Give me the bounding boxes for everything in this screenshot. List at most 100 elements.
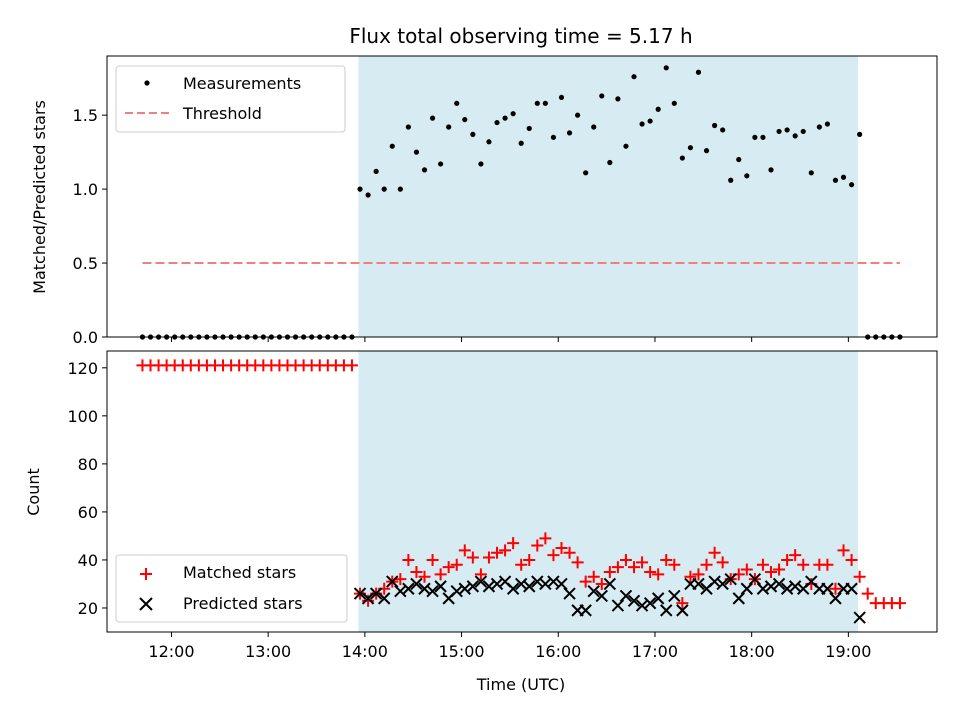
predicted-star-point (450, 584, 463, 598)
bottom-x-tick-label: 13:00 (245, 642, 291, 661)
predicted-star-point (772, 577, 786, 591)
measurement-point (518, 140, 524, 146)
measurement-point (792, 133, 798, 139)
predicted-star-point (466, 580, 480, 593)
top-legend-box (115, 65, 346, 133)
measurement-point (534, 100, 540, 106)
predicted-star-point (361, 592, 375, 605)
top-y-tick-label: 1.5 (73, 106, 98, 125)
predicted-star-point (676, 604, 689, 617)
measurement-point (857, 131, 863, 137)
matched-star-point (821, 558, 834, 571)
matched-star-point (442, 561, 455, 574)
measurement-point (583, 170, 589, 176)
measurement-point (848, 182, 855, 188)
measurement-point (663, 65, 669, 71)
measurement-point (607, 159, 613, 166)
matched-star-point (539, 532, 552, 545)
top-panel: 0.0 0.5 1.0 1.5 Matched/Predicted stars Mea… (30, 55, 938, 347)
measurement-point (784, 127, 790, 133)
predicted-star-point (724, 572, 737, 586)
bottom-y-tick-label: 80 (78, 455, 98, 474)
matched-star-point (773, 563, 786, 576)
top-x-ticks (170, 337, 849, 342)
predicted-star-point (434, 580, 447, 593)
predicted-star-point (829, 592, 842, 605)
predicted-star-point (853, 611, 866, 624)
matched-star-point (636, 556, 649, 569)
predicted-star-point (377, 592, 391, 605)
measurement-point (542, 100, 548, 106)
matched-star-point (708, 546, 721, 559)
bottom-x-tick-label: 12:00 (148, 642, 194, 661)
matched-star-point (563, 546, 576, 559)
top-y-tick-label: 1.0 (73, 180, 98, 199)
predicted-star-point (458, 582, 471, 595)
predicted-star-point (386, 575, 399, 588)
matched-star-point (603, 565, 616, 578)
predicted-star-point (547, 575, 560, 588)
measurement-point (494, 119, 500, 126)
measurement-point (744, 173, 750, 179)
measurement-point (446, 124, 452, 130)
predicted-star-point (353, 587, 367, 600)
measurement-point (824, 121, 831, 127)
predicted-star-point (619, 589, 633, 603)
measurement-point (752, 134, 758, 140)
matched-star-point (555, 541, 568, 554)
measurement-point (599, 93, 605, 99)
matched-star-point (402, 553, 415, 566)
predicted-star-point (788, 580, 802, 593)
measurement-point (703, 148, 710, 154)
matched-star-point (789, 549, 802, 562)
measurement-point (470, 131, 476, 137)
matched-star-point (523, 553, 536, 566)
top-legend: Measurements Threshold (115, 65, 346, 133)
predicted-star-point (668, 589, 681, 603)
measurement-point (575, 112, 581, 118)
measurement-point (728, 177, 734, 183)
measurement-point (421, 167, 428, 173)
top-y-axis: 0.0 0.5 1.0 1.5 (73, 106, 107, 347)
measurement-point (647, 118, 653, 124)
matched-star-point (474, 568, 487, 581)
bottom-x-tick-label: 14:00 (342, 642, 388, 661)
matched-star-point (571, 556, 584, 569)
bottom-x-tick-label: 16:00 (535, 642, 581, 661)
matched-star-point (644, 565, 657, 578)
bottom-x-tick-label: 17:00 (632, 642, 678, 661)
measurement-point (687, 145, 694, 151)
predicted-legend-marker (139, 597, 153, 611)
matched-star-point (660, 553, 673, 566)
top-y-label: Matched/Predicted stars (30, 100, 49, 294)
matched-star-point (893, 597, 906, 610)
predicted-star-point (716, 577, 729, 591)
matched-star-point (394, 573, 407, 586)
predicted-star-point (482, 580, 496, 593)
measurement-point (776, 128, 782, 135)
matched-star-point (619, 553, 632, 566)
predicted-star-point (764, 580, 778, 593)
predicted-star-point (627, 594, 641, 607)
measurement-point (591, 124, 597, 130)
measurement-point (558, 94, 565, 101)
matched-star-point (692, 568, 705, 581)
matched-star-point (458, 544, 471, 557)
bottom-y-axis: 20 40 60 80 100 120 (67, 359, 107, 618)
measurement-point (357, 186, 363, 192)
matched-star-point (668, 558, 681, 571)
measurement-point (389, 143, 395, 149)
predicted-star-point (756, 582, 770, 595)
top-observing-window (358, 56, 859, 337)
measurements-series (139, 65, 903, 340)
predicted-star-point (845, 582, 858, 595)
matched-star-point (716, 556, 729, 569)
measurement-point (381, 186, 387, 192)
bottom-y-tick-label: 40 (78, 551, 98, 570)
predicted-star-point (603, 577, 617, 591)
measurements-legend-marker (144, 80, 150, 86)
measurement-point (397, 186, 403, 192)
measurement-point (832, 177, 839, 183)
matched-star-point (700, 558, 713, 571)
matched-star-point (531, 539, 544, 552)
